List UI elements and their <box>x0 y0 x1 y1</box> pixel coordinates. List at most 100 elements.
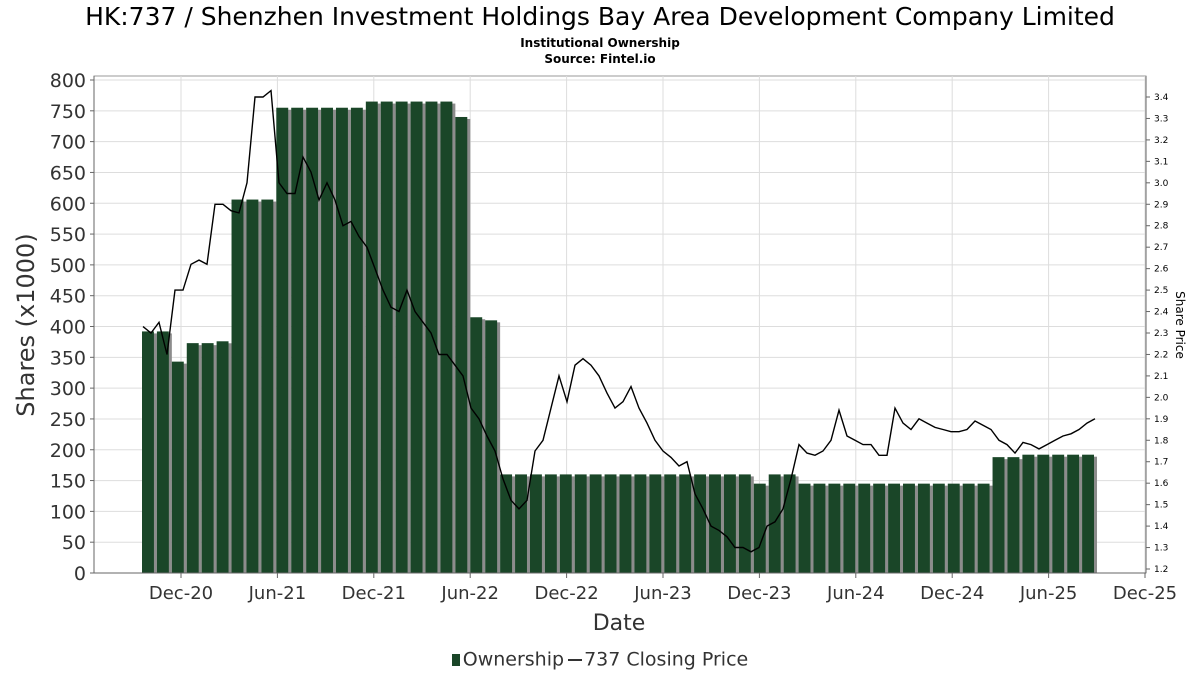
ownership-bar <box>410 101 423 573</box>
ownership-bar <box>813 483 826 573</box>
x-tick-label: Jun-24 <box>826 583 885 604</box>
y2-tick-label: 2.2 <box>1154 350 1168 360</box>
y2-tick-label: 2.3 <box>1154 329 1168 339</box>
ownership-bar <box>485 320 498 573</box>
y2-tick-label: 3.0 <box>1154 179 1169 189</box>
ownership-bar <box>604 474 617 573</box>
ownership-bar <box>828 483 841 573</box>
y2-tick-label: 1.3 <box>1154 544 1168 554</box>
ownership-bar <box>619 474 632 573</box>
ownership-bar <box>335 107 348 573</box>
y-tick-label: 100 <box>50 501 86 523</box>
y2-tick-label: 2.0 <box>1154 393 1169 403</box>
ownership-bar <box>843 483 856 573</box>
ownership-bar <box>903 483 915 573</box>
price-line-layer <box>142 89 1096 553</box>
y2-tick-label: 3.1 <box>1154 157 1168 167</box>
y-tick-label: 350 <box>50 347 86 369</box>
y2-tick-label: 1.4 <box>1154 522 1169 532</box>
y2-tick-label: 2.4 <box>1154 308 1169 318</box>
ownership-bar <box>738 474 751 573</box>
ownership-bar <box>649 474 662 573</box>
ownership-bar <box>306 107 319 573</box>
y2-axis-label: Share Price <box>1173 291 1187 359</box>
y2-tick-label: 1.8 <box>1154 436 1169 446</box>
legend-ownership-label: Ownership <box>462 648 565 671</box>
ownership-bar <box>395 101 408 573</box>
ownership-bar <box>1022 454 1035 573</box>
y2-tick-label: 2.5 <box>1154 286 1168 296</box>
ownership-bar <box>798 483 811 573</box>
axes: 0 50 100 150 200 250 300 350 400 450 500 550 600 650 7… <box>50 70 1177 604</box>
y-tick-label: 300 <box>50 378 86 400</box>
x-axis-label: Date <box>593 611 646 636</box>
y-axis-label: Shares (x1000) <box>12 233 40 416</box>
ownership-bar <box>947 483 960 573</box>
ownership-bar <box>1067 454 1080 573</box>
y2-tick-label: 3.4 <box>1154 93 1169 103</box>
ownership-bar <box>753 483 766 573</box>
y-tick-label: 50 <box>62 532 86 554</box>
y-tick-label: 650 <box>50 162 86 184</box>
ownership-bar <box>1082 454 1094 573</box>
x-tick-label: Dec-24 <box>920 583 984 604</box>
price-line <box>142 89 1096 553</box>
ownership-bar <box>888 483 901 573</box>
ownership-bar <box>634 474 647 573</box>
y2-tick-label: 1.6 <box>1154 479 1169 489</box>
ownership-bar <box>723 474 736 573</box>
y2-tick-label: 3.3 <box>1154 114 1168 124</box>
ownership-bar <box>768 474 781 573</box>
ownership-bar <box>440 101 453 573</box>
ownership-bar <box>679 474 692 573</box>
y-tick-label: 600 <box>50 193 86 215</box>
ownership-bar <box>858 483 871 573</box>
y-tick-label: 250 <box>50 409 86 431</box>
y2-tick-label: 2.8 <box>1154 222 1169 232</box>
x-tick-label: Dec-20 <box>149 583 213 604</box>
x-tick-label: Jun-22 <box>440 583 499 604</box>
ownership-bar <box>142 331 154 573</box>
ownership-bar <box>709 474 721 573</box>
ownership-bar <box>694 474 707 573</box>
ownership-bar <box>664 474 677 573</box>
ownership-bar <box>276 107 289 573</box>
y-tick-label: 400 <box>50 317 86 339</box>
y2-tick-label: 2.1 <box>1154 372 1168 382</box>
chart-title: HK:737 / Shenzhen Investment Holdings Ba… <box>85 2 1115 31</box>
ownership-bar <box>231 199 244 574</box>
x-tick-label: Jun-21 <box>248 583 307 604</box>
ownership-bar <box>171 361 184 573</box>
y2-tick-label: 3.2 <box>1154 136 1168 146</box>
x-tick-label: Jun-23 <box>633 583 692 604</box>
ownership-bar <box>500 474 513 573</box>
y2-tick-label: 1.5 <box>1154 501 1168 511</box>
y2-tick-label: 1.9 <box>1154 415 1169 425</box>
y-tick-label: 150 <box>50 471 86 493</box>
x-tick-label: Dec-23 <box>727 583 791 604</box>
y-tick-label: 550 <box>50 224 86 246</box>
ownership-bar <box>470 317 483 573</box>
ownership-bar <box>544 474 557 573</box>
ownership-bar <box>977 483 990 573</box>
ownership-bar <box>529 474 542 573</box>
ownership-bar <box>425 101 438 573</box>
ownership-bar <box>917 483 930 573</box>
ownership-bar <box>932 483 945 573</box>
ownership-bar <box>962 483 975 573</box>
ownership-bar <box>291 107 304 573</box>
y-tick-label: 200 <box>50 440 86 462</box>
ownership-bar <box>455 116 468 573</box>
y2-tick-label: 2.9 <box>1154 200 1169 210</box>
y2-tick-label: 2.6 <box>1154 265 1169 275</box>
ownership-bar <box>321 107 333 573</box>
y-tick-label: 800 <box>50 70 86 92</box>
ownership-bar <box>201 343 214 573</box>
bars <box>142 101 1097 574</box>
y-tick-label: 500 <box>50 255 86 277</box>
legend-price-label: 737 Closing Price <box>584 648 749 671</box>
x-tick-label: Dec-21 <box>342 583 406 604</box>
ownership-bar <box>350 107 363 573</box>
ownership-bar <box>574 474 587 573</box>
